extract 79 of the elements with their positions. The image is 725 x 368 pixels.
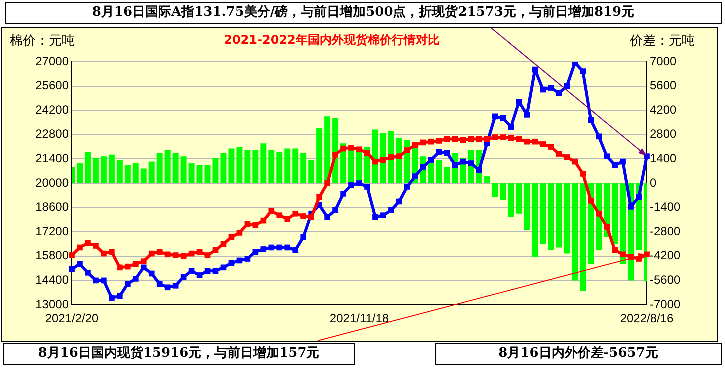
bar xyxy=(180,156,187,184)
bar xyxy=(196,165,203,184)
y-tick-label: 15800 xyxy=(36,248,70,263)
bar xyxy=(524,184,530,230)
y2-tick-label: -4200 xyxy=(650,248,682,263)
bar xyxy=(84,152,91,184)
bar xyxy=(444,167,450,184)
bar xyxy=(260,144,267,184)
y2-tick-label: 2800 xyxy=(650,127,678,142)
bar xyxy=(308,160,315,184)
y2-tick-label: 4200 xyxy=(650,102,678,117)
bar xyxy=(516,184,522,214)
bar xyxy=(508,184,514,218)
bar xyxy=(172,153,179,184)
bar xyxy=(140,168,147,184)
y2-tick-label: -1400 xyxy=(650,200,682,214)
bar xyxy=(492,184,498,198)
bar xyxy=(252,150,259,184)
y2-tick-label: 7000 xyxy=(650,54,678,68)
annotation: 8月16日国际A指131.75美分/磅，与前日增加500点，折现货21573元，与前日增加819元 xyxy=(5,2,722,24)
bar xyxy=(300,153,307,184)
bar xyxy=(236,147,243,184)
bar xyxy=(564,184,570,254)
bar xyxy=(284,148,291,184)
x-tick-label: 2021/2/20 xyxy=(45,312,100,326)
bar xyxy=(612,184,618,244)
y-tick-label: 25600 xyxy=(36,78,70,93)
bar xyxy=(436,160,442,184)
bar xyxy=(548,184,554,250)
bar xyxy=(204,165,211,184)
bar xyxy=(276,152,283,184)
bar xyxy=(500,184,506,200)
bar xyxy=(228,148,235,184)
y-tick-label: 21400 xyxy=(36,152,70,166)
y2-tick-label: -2800 xyxy=(650,224,682,238)
x-tick-label: 2022/8/16 xyxy=(620,312,674,326)
bar xyxy=(580,184,586,292)
bar xyxy=(268,150,275,184)
y2-axis-title: 价差：元吨 xyxy=(630,33,695,50)
bar xyxy=(92,158,99,184)
y2-tick-label: 0 xyxy=(650,176,657,190)
y-tick-label: 14400 xyxy=(36,273,70,288)
bar xyxy=(532,184,538,258)
bar xyxy=(164,150,171,184)
y-tick-label: 20000 xyxy=(36,176,70,190)
bar xyxy=(116,160,123,184)
bar xyxy=(572,184,578,281)
bar xyxy=(220,153,227,184)
bar xyxy=(212,158,219,184)
y2-tick-label: -5600 xyxy=(650,273,682,288)
text: 8月16日内外价差-5657元 xyxy=(435,343,722,365)
bar xyxy=(484,176,490,184)
bar xyxy=(100,156,107,184)
annotation: 8月16日国内现货15916元，与前日增加157元 xyxy=(3,343,355,365)
chart-title: 2021-2022年国内外现货棉价行情对比 xyxy=(224,33,440,47)
bar xyxy=(188,164,195,184)
bar xyxy=(156,153,163,184)
bar xyxy=(132,164,139,184)
bar xyxy=(108,154,115,184)
bar xyxy=(148,162,155,184)
y2-tick-label: 5600 xyxy=(650,78,678,93)
bar xyxy=(556,184,562,248)
bar xyxy=(316,128,323,184)
x-tick-label: 2021/11/18 xyxy=(330,312,390,326)
bar xyxy=(540,184,546,244)
y-tick-label: 24200 xyxy=(36,102,70,117)
bar xyxy=(76,164,83,184)
y-tick-label: 17200 xyxy=(36,224,70,238)
y2-tick-label: -7000 xyxy=(650,297,682,312)
y-tick-label: 22800 xyxy=(36,127,70,142)
bar xyxy=(124,165,131,184)
bar xyxy=(244,150,251,184)
y2-tick-label: 1400 xyxy=(650,152,678,166)
y-tick-label: 27000 xyxy=(36,54,70,68)
bar xyxy=(292,148,299,184)
y-tick-label: 18600 xyxy=(36,200,70,214)
y-axis-title: 棉价：元吨 xyxy=(10,33,75,50)
bar xyxy=(620,184,626,264)
y-tick-label: 13000 xyxy=(36,297,70,312)
